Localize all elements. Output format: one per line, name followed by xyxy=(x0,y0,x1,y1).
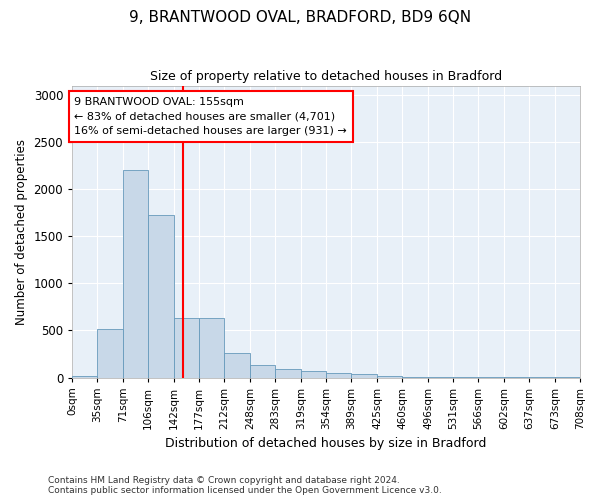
Text: 9, BRANTWOOD OVAL, BRADFORD, BD9 6QN: 9, BRANTWOOD OVAL, BRADFORD, BD9 6QN xyxy=(129,10,471,25)
Bar xyxy=(174,318,199,378)
X-axis label: Distribution of detached houses by size in Bradford: Distribution of detached houses by size … xyxy=(166,437,487,450)
Bar xyxy=(97,330,123,378)
Bar xyxy=(123,170,148,378)
Bar xyxy=(377,376,402,378)
Bar xyxy=(301,372,326,378)
Text: 9 BRANTWOOD OVAL: 155sqm
← 83% of detached houses are smaller (4,701)
16% of sem: 9 BRANTWOOD OVAL: 155sqm ← 83% of detach… xyxy=(74,97,347,136)
Text: Contains HM Land Registry data © Crown copyright and database right 2024.
Contai: Contains HM Land Registry data © Crown c… xyxy=(48,476,442,495)
Bar xyxy=(402,376,428,378)
Bar xyxy=(224,353,250,378)
Y-axis label: Number of detached properties: Number of detached properties xyxy=(15,138,28,324)
Bar xyxy=(326,373,351,378)
Title: Size of property relative to detached houses in Bradford: Size of property relative to detached ho… xyxy=(150,70,502,83)
Bar xyxy=(148,214,174,378)
Bar xyxy=(351,374,377,378)
Bar xyxy=(72,376,97,378)
Bar xyxy=(275,369,301,378)
Bar xyxy=(199,318,224,378)
Bar xyxy=(250,365,275,378)
